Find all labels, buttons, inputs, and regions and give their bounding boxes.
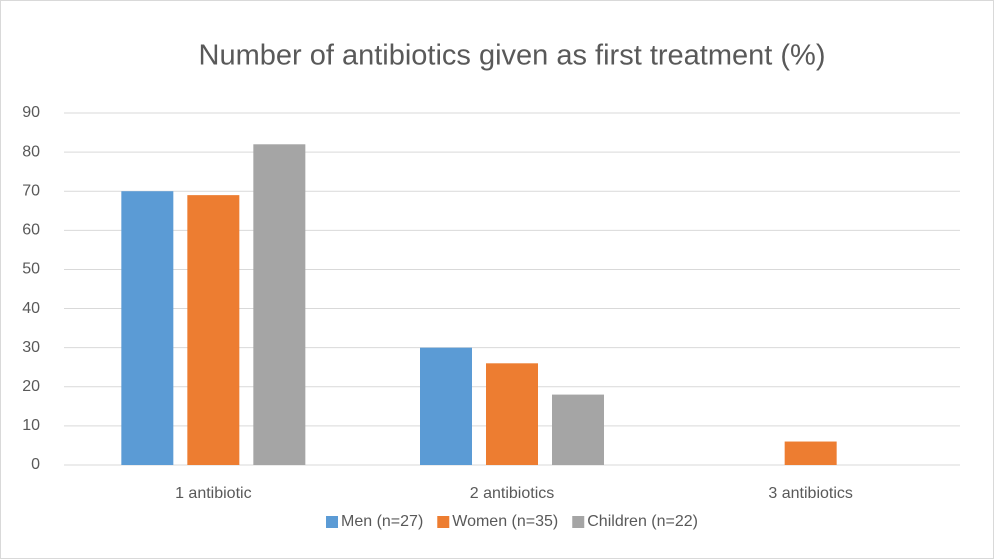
y-tick-label: 60: [22, 222, 40, 239]
x-tick-label: 3 antibiotics: [768, 485, 853, 502]
bar: [486, 363, 538, 465]
bar: [552, 394, 604, 465]
chart-title: Number of antibiotics given as first tre…: [199, 40, 826, 72]
y-tick-label: 40: [22, 300, 40, 317]
x-tick-label: 1 antibiotic: [175, 485, 252, 502]
bar: [253, 144, 306, 466]
y-tick-label: 20: [22, 378, 40, 395]
y-tick-label: 80: [22, 143, 40, 160]
y-tick-label: 50: [22, 261, 40, 278]
y-tick-label: 90: [22, 104, 40, 121]
y-tick-label: 30: [22, 339, 40, 356]
y-tick-label: 70: [22, 182, 40, 199]
bar: [187, 195, 240, 465]
legend-label: Children (n=22): [587, 513, 698, 530]
bar: [420, 347, 472, 465]
legend-swatch: [572, 516, 585, 528]
y-tick-label: 0: [31, 456, 40, 473]
legend-swatch: [326, 516, 339, 528]
y-tick-label: 10: [22, 417, 40, 434]
legend-label: Men (n=27): [341, 513, 423, 530]
bar: [121, 191, 174, 465]
x-tick-label: 2 antibiotics: [470, 485, 555, 502]
legend-label: Women (n=35): [452, 513, 558, 530]
bar: [784, 441, 837, 465]
legend-swatch: [437, 516, 450, 528]
